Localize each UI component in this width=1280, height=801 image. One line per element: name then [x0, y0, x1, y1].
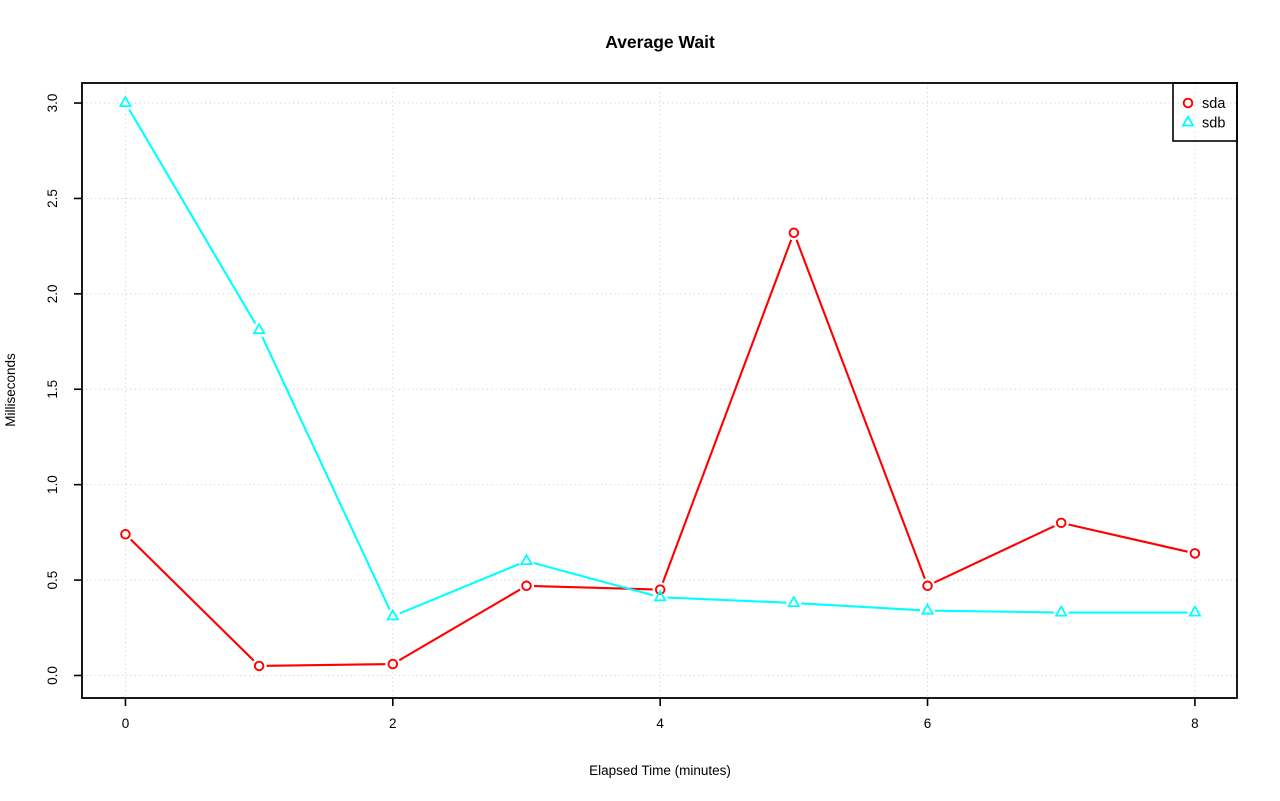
sdb-marker [252, 322, 266, 335]
sda-line-segment [398, 588, 521, 662]
sda-marker [654, 584, 666, 595]
x-tick-label: 6 [924, 716, 932, 731]
x-axis-label: Elapsed Time (minutes) [589, 763, 731, 778]
sda-line-segment [533, 584, 653, 591]
sda-line-segment [795, 239, 926, 580]
sdb-marker [1188, 604, 1202, 617]
plot-border [81, 82, 1238, 699]
sdb-line-segment [533, 561, 654, 597]
y-tick-label: 0.5 [45, 571, 60, 590]
sdb-marker [519, 553, 534, 565]
y-tick-label: 2.0 [45, 284, 60, 303]
sdb-line-segment [801, 602, 921, 612]
legend-sda-label: sda [1202, 96, 1226, 112]
sdb-marker [653, 589, 667, 602]
y-axis-label: Milliseconds [3, 353, 18, 427]
sda-marker [1189, 548, 1201, 559]
sda-marker [387, 658, 399, 670]
x-tick-label: 4 [656, 716, 664, 731]
x-tick-label: 2 [389, 716, 397, 731]
sda-line-segment [1068, 523, 1188, 553]
sda-marker [788, 227, 800, 239]
sda-marker [922, 580, 933, 592]
x-tick-label: 8 [1191, 716, 1199, 731]
legend-sda-symbol [1182, 97, 1194, 109]
y-tick-label: 1.0 [45, 475, 60, 494]
chart-title: Average Wait [605, 32, 715, 52]
sda-marker [521, 580, 532, 592]
sdb-marker [386, 608, 400, 621]
legend-sdb-symbol [1181, 114, 1195, 127]
sda-line-segment [266, 663, 386, 667]
legend: sda sdb [1172, 82, 1238, 142]
sda-line-segment [661, 239, 793, 583]
ticks-layer [74, 102, 1196, 706]
sdb-marker [787, 595, 801, 607]
y-tick-label: 0.0 [45, 666, 60, 685]
grid-layer [82, 83, 1237, 698]
sdb-line-segment [399, 562, 520, 615]
y-tick-label: 3.0 [45, 94, 60, 113]
y-tick-label: 1.5 [45, 380, 60, 399]
y-tick-label: 2.5 [45, 189, 60, 208]
legend-sdb-label: sdb [1202, 116, 1225, 132]
legend-box [1172, 82, 1238, 142]
sda-marker [253, 660, 265, 672]
sdb-marker [1054, 604, 1068, 617]
series-layer [118, 95, 1202, 672]
x-tick-label: 0 [122, 716, 130, 731]
sdb-line-segment [935, 609, 1054, 614]
sda-line-segment [130, 538, 255, 662]
sda-marker [120, 529, 131, 540]
sdb-line-segment [261, 336, 391, 610]
sdb-line-segment [128, 108, 257, 325]
sda-line-segment [933, 525, 1055, 584]
sdb-line-segment [667, 596, 787, 604]
sdb-marker [920, 602, 935, 615]
sdb-marker [118, 95, 133, 107]
tick-labels-layer: 0 2 4 6 8 0.0 0.5 1.0 1.5 2.0 2.5 3.0 [45, 94, 1199, 731]
sda-marker [1055, 517, 1067, 529]
